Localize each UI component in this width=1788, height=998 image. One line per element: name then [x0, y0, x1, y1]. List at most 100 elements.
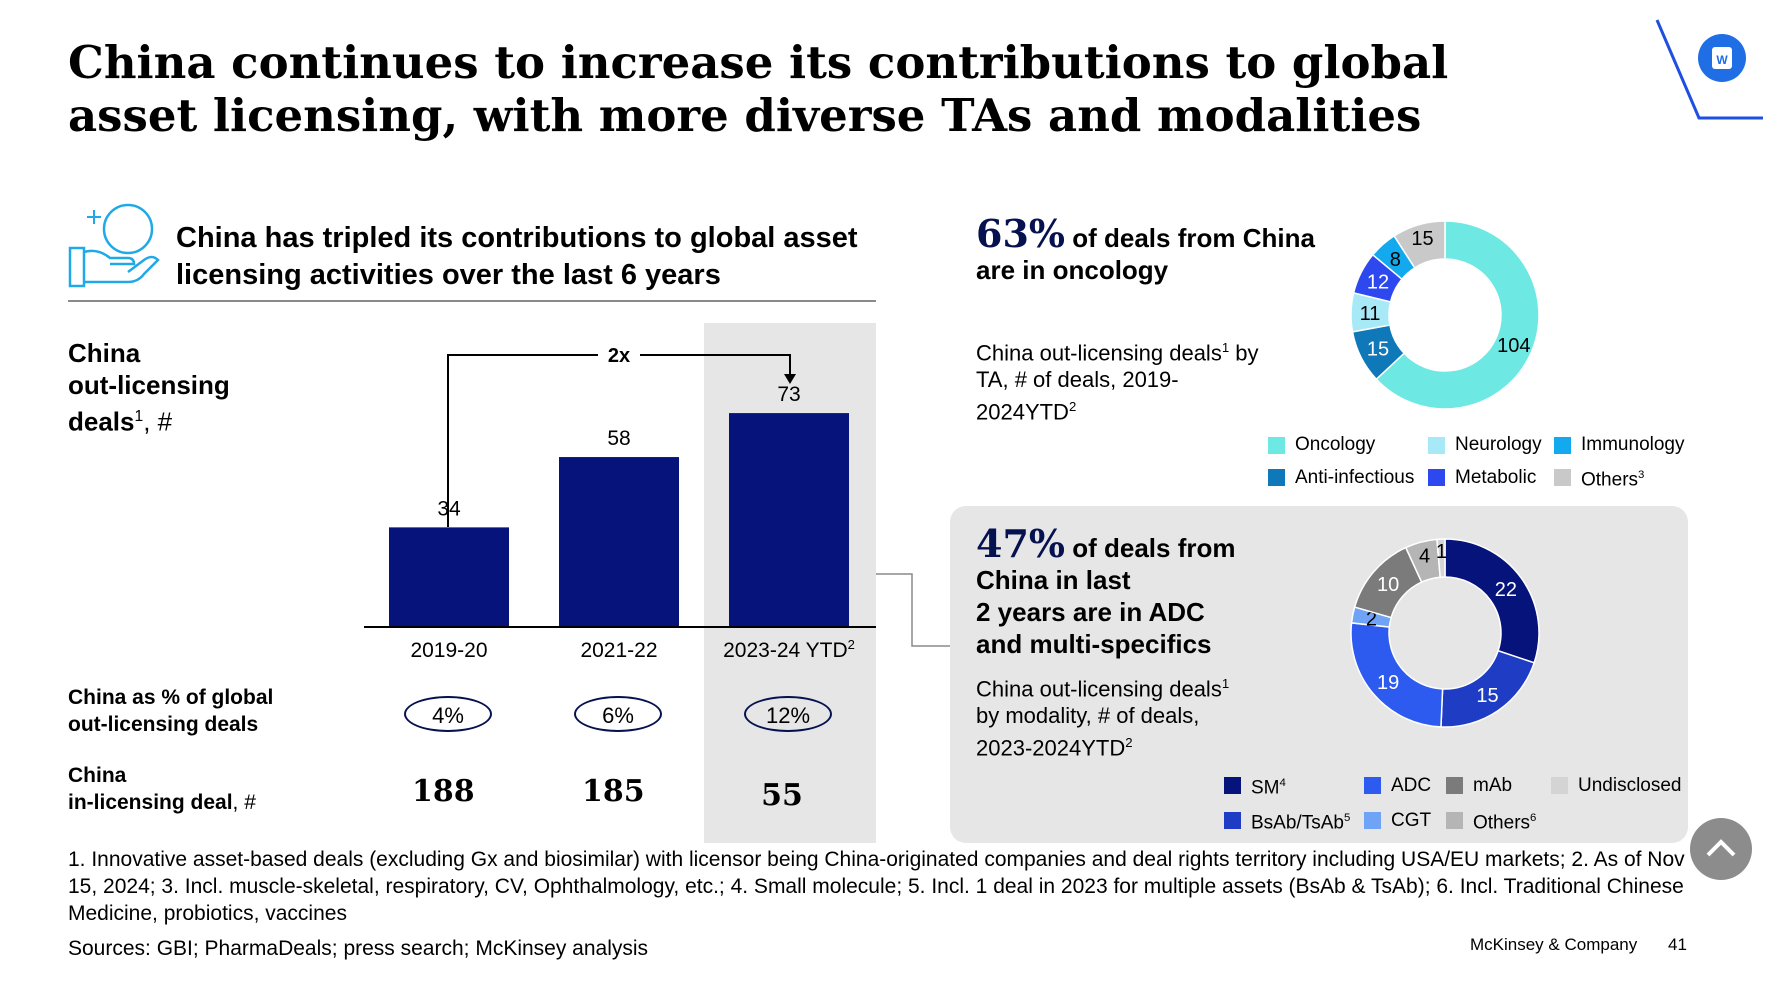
- ta-legend-swatch-4: [1428, 469, 1445, 487]
- mod-donut-subtitle: China out-licensing deals1 by modality, …: [976, 670, 1276, 762]
- ta-legend-swatch-0: [1268, 436, 1285, 454]
- ta-legend-item-2: Immunology: [1554, 434, 1694, 456]
- slice-label-mab: 10: [1377, 574, 1399, 596]
- mod-sub-line3: 2023-2024YTD: [976, 735, 1126, 761]
- growth-bracket: 2x: [447, 345, 796, 527]
- mod-sub-line2: by modality, # of deals,: [976, 703, 1200, 729]
- ta-legend-item-3: Anti-infectious: [1268, 464, 1428, 491]
- corner-badge-icon[interactable]: W: [1698, 34, 1746, 82]
- slice-sm: [1444, 538, 1540, 664]
- mod-legend-swatch-4: [1224, 812, 1241, 830]
- ta-donut-chart: 104 15 11 128 15: [1350, 220, 1540, 410]
- slice-others: [1393, 220, 1446, 269]
- ta-sub-line2: TA, # of deals, 2019-: [976, 367, 1179, 393]
- chevron-up-icon: [1706, 839, 1736, 857]
- ta-donut-heading: 63% of deals from China are in oncology: [976, 215, 1336, 286]
- inlic-label-line2: in-licensing deal: [68, 791, 233, 814]
- svg-text:W: W: [1716, 53, 1728, 67]
- mod-legend-item-2: mAb: [1446, 772, 1551, 799]
- slice-label-metabolic: 12: [1367, 271, 1389, 293]
- share-label-line2: out-licensing deals: [68, 713, 259, 736]
- bar-label-unit: , #: [143, 406, 173, 437]
- mod-legend-item-5: CGT: [1364, 807, 1446, 834]
- mod-legend-swatch-1: [1364, 777, 1381, 795]
- ta-donut-subtitle: China out-licensing deals1 by TA, # of d…: [976, 334, 1296, 426]
- panel-connector: [876, 573, 952, 647]
- ta-legend-item-0: Oncology: [1268, 434, 1428, 456]
- mod-sub-sup3: 2: [1125, 735, 1133, 751]
- slice-label-adc: 19: [1377, 672, 1399, 694]
- mod-legend-swatch-3: [1551, 777, 1568, 795]
- ta-legend-swatch-1: [1428, 436, 1445, 454]
- ta-sub-sup1: 1: [1221, 340, 1230, 355]
- slice-label-cgt: 2: [1366, 609, 1377, 631]
- footnote: 1. Innovative asset-based deals (excludi…: [68, 848, 1685, 925]
- inlic-value-2023: 55: [761, 778, 803, 813]
- bar-chart: 34 58 73 2019-20 2021-22 2023-24 YTD2: [364, 383, 876, 662]
- mod-donut-chart: 22 15 19 210 4 1: [1350, 538, 1540, 728]
- share-value-2019: 4%: [404, 696, 492, 732]
- slice-undisclosed: [1436, 538, 1446, 579]
- bar-category-label-2: 2023-24 YTD2: [723, 637, 855, 662]
- mod-legend-swatch-5: [1364, 812, 1381, 830]
- ta-sub-line1b: by: [1229, 340, 1259, 366]
- inlic-value-2019: 188: [412, 774, 475, 809]
- slice-label-anti-infectious: 15: [1367, 339, 1389, 361]
- slice-label-bsab-tsab: 15: [1476, 685, 1498, 707]
- ta-legend-label-2: Immunology: [1581, 434, 1685, 455]
- footer-brand: McKinsey & Company: [1470, 935, 1638, 954]
- inlic-label-unit: , #: [232, 791, 256, 814]
- bar-value-label-2: 73: [777, 383, 800, 406]
- ta-legend-item-1: Neurology: [1428, 434, 1554, 456]
- mod-legend: SM4 ADC mAb Undisclosed BsAb/TsAb5 CGT Others6: [1224, 772, 1694, 835]
- mod-legend-label-5: CGT: [1391, 809, 1432, 831]
- inlic-value-2021: 185: [582, 774, 645, 809]
- mod-legend-item-6: Others6: [1446, 807, 1551, 834]
- ta-legend-item-4: Metabolic: [1428, 464, 1554, 491]
- corner-decoration: [1655, 19, 1763, 120]
- growth-label: 2x: [608, 345, 630, 367]
- inlic-label-line1: China: [68, 764, 127, 787]
- slice-label-undisclosed: 1: [1436, 541, 1447, 563]
- ta-legend-swatch-2: [1554, 436, 1571, 454]
- mod-legend-item-3: Undisclosed: [1551, 772, 1686, 799]
- ta-legend-label-0: Oncology: [1295, 434, 1376, 455]
- ta-legend: Oncology Neurology Immunology Anti-infectio…: [1268, 434, 1708, 491]
- bar-value-label-0: 34: [437, 497, 461, 520]
- slice-label-oncology: 104: [1497, 335, 1530, 357]
- mod-legend-item-1: ADC: [1364, 772, 1446, 799]
- slice-label-immunology: 8: [1390, 249, 1401, 271]
- mod-sub-sup1: 1: [1221, 676, 1230, 691]
- slice-adc: [1350, 622, 1444, 728]
- mod-head-rest: of deals from: [1072, 533, 1236, 563]
- bar-1: [559, 457, 679, 627]
- mod-legend-item-4: BsAb/TsAb5: [1224, 807, 1364, 834]
- mod-legend-swatch-0: [1224, 777, 1241, 795]
- ta-sub-sup3: 2: [1068, 399, 1077, 415]
- mod-legend-swatch-6: [1446, 812, 1463, 830]
- mod-head-line3: 2 years are in ADC: [976, 597, 1205, 627]
- scroll-top-button[interactable]: [1690, 818, 1752, 880]
- bar-chart-label: China out-licensing deals1, #: [68, 337, 230, 438]
- mod-legend-label-2: mAb: [1473, 774, 1513, 796]
- ta-head-rest: of deals from China: [1072, 223, 1315, 253]
- ta-sub-line1: China out-licensing deals: [976, 340, 1222, 366]
- mod-sub-line1: China out-licensing deals: [976, 676, 1222, 702]
- ta-sub-line3: 2024YTD: [976, 399, 1069, 425]
- mod-pct: 47%: [976, 521, 1065, 566]
- ta-legend-swatch-3: [1268, 469, 1285, 487]
- mod-donut-heading: 47% of deals from China in last 2 years …: [976, 525, 1276, 660]
- mod-legend-label-4: BsAb/TsAb5: [1251, 812, 1351, 834]
- ta-legend-swatch-5: [1554, 469, 1571, 487]
- bar-0: [389, 527, 509, 627]
- slice-oncology: [1375, 220, 1540, 410]
- ta-head-line2: are in oncology: [976, 255, 1169, 285]
- share-value-2021: 6%: [574, 696, 662, 732]
- slice-label-neurology: 11: [1360, 303, 1381, 325]
- bar-label-sup: 1: [134, 408, 144, 425]
- bar-label-line2: out-licensing: [68, 370, 230, 400]
- ta-legend-item-5: Others3: [1554, 464, 1694, 491]
- page-title: China continues to increase its contribu…: [68, 36, 1449, 142]
- growth-arrowhead: [784, 374, 796, 384]
- ta-legend-label-4: Metabolic: [1455, 466, 1537, 488]
